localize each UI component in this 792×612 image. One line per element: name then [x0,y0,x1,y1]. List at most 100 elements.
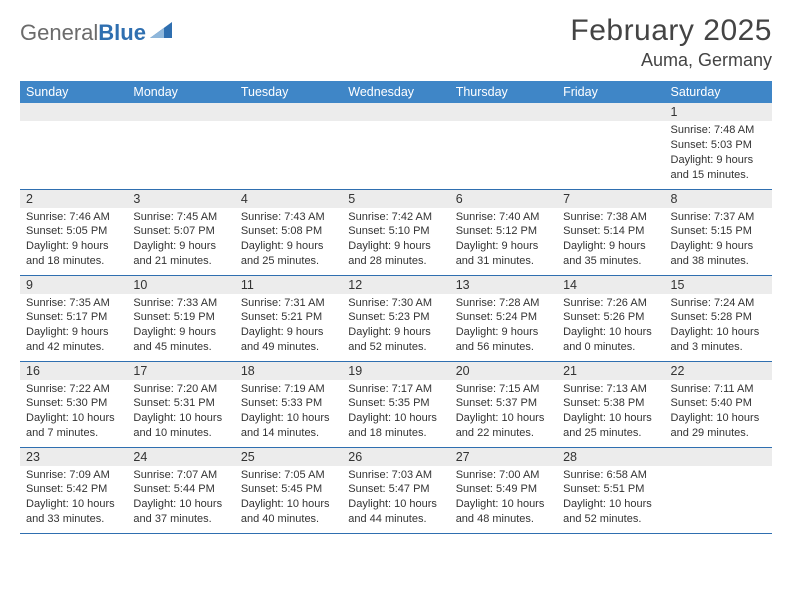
calendar-cell: 18Sunrise: 7:19 AMSunset: 5:33 PMDayligh… [235,361,342,447]
calendar-cell: 8Sunrise: 7:37 AMSunset: 5:15 PMDaylight… [665,189,772,275]
daylight-line: Daylight: 9 hours and 52 minutes. [348,325,443,355]
sunset-line: Sunset: 5:47 PM [348,482,443,497]
day-details: Sunrise: 7:26 AMSunset: 5:26 PMDaylight:… [557,294,664,359]
day-details: Sunrise: 7:07 AMSunset: 5:44 PMDaylight:… [127,466,234,531]
day-details: Sunrise: 7:00 AMSunset: 5:49 PMDaylight:… [450,466,557,531]
calendar-cell: 14Sunrise: 7:26 AMSunset: 5:26 PMDayligh… [557,275,664,361]
daylight-line: Daylight: 10 hours and 3 minutes. [671,325,766,355]
sunset-line: Sunset: 5:40 PM [671,396,766,411]
day-details: Sunrise: 7:28 AMSunset: 5:24 PMDaylight:… [450,294,557,359]
day-header: Sunday [20,81,127,103]
day-header: Friday [557,81,664,103]
day-number: 24 [127,448,234,466]
day-details: Sunrise: 7:13 AMSunset: 5:38 PMDaylight:… [557,380,664,445]
day-details: Sunrise: 7:09 AMSunset: 5:42 PMDaylight:… [20,466,127,531]
daylight-line: Daylight: 10 hours and 10 minutes. [133,411,228,441]
day-details [557,121,664,181]
sunrise-line: Sunrise: 7:28 AM [456,296,551,311]
sunset-line: Sunset: 5:44 PM [133,482,228,497]
sunrise-line: Sunrise: 7:45 AM [133,210,228,225]
sunrise-line: Sunrise: 6:58 AM [563,468,658,483]
calendar-cell: 15Sunrise: 7:24 AMSunset: 5:28 PMDayligh… [665,275,772,361]
day-number: 12 [342,276,449,294]
day-number: 20 [450,362,557,380]
sunset-line: Sunset: 5:28 PM [671,310,766,325]
day-details [450,121,557,181]
day-details: Sunrise: 7:03 AMSunset: 5:47 PMDaylight:… [342,466,449,531]
sunrise-line: Sunrise: 7:26 AM [563,296,658,311]
day-details: Sunrise: 7:22 AMSunset: 5:30 PMDaylight:… [20,380,127,445]
day-number: 25 [235,448,342,466]
sunrise-line: Sunrise: 7:24 AM [671,296,766,311]
day-number: 9 [20,276,127,294]
calendar-cell: 20Sunrise: 7:15 AMSunset: 5:37 PMDayligh… [450,361,557,447]
calendar-cell: 10Sunrise: 7:33 AMSunset: 5:19 PMDayligh… [127,275,234,361]
day-details: Sunrise: 7:15 AMSunset: 5:37 PMDaylight:… [450,380,557,445]
day-details: Sunrise: 7:37 AMSunset: 5:15 PMDaylight:… [665,208,772,273]
location: Auma, Germany [570,50,772,71]
day-details: Sunrise: 7:46 AMSunset: 5:05 PMDaylight:… [20,208,127,273]
calendar-cell: 1Sunrise: 7:48 AMSunset: 5:03 PMDaylight… [665,103,772,189]
day-number: 15 [665,276,772,294]
sunset-line: Sunset: 5:24 PM [456,310,551,325]
sunset-line: Sunset: 5:17 PM [26,310,121,325]
day-number: 18 [235,362,342,380]
day-number: 16 [20,362,127,380]
day-details: Sunrise: 7:24 AMSunset: 5:28 PMDaylight:… [665,294,772,359]
day-header: Wednesday [342,81,449,103]
day-details: Sunrise: 7:45 AMSunset: 5:07 PMDaylight:… [127,208,234,273]
day-number: 13 [450,276,557,294]
sunset-line: Sunset: 5:12 PM [456,224,551,239]
day-number [665,448,772,466]
day-header: Tuesday [235,81,342,103]
sunrise-line: Sunrise: 7:00 AM [456,468,551,483]
sunrise-line: Sunrise: 7:17 AM [348,382,443,397]
day-details: Sunrise: 7:40 AMSunset: 5:12 PMDaylight:… [450,208,557,273]
calendar-cell [342,103,449,189]
day-number: 10 [127,276,234,294]
daylight-line: Daylight: 10 hours and 33 minutes. [26,497,121,527]
day-number [450,103,557,121]
sunrise-line: Sunrise: 7:33 AM [133,296,228,311]
daylight-line: Daylight: 10 hours and 37 minutes. [133,497,228,527]
sunrise-line: Sunrise: 7:35 AM [26,296,121,311]
sunrise-line: Sunrise: 7:07 AM [133,468,228,483]
day-number: 7 [557,190,664,208]
day-number: 17 [127,362,234,380]
daylight-line: Daylight: 9 hours and 25 minutes. [241,239,336,269]
day-details [665,466,772,526]
logo-triangle-icon [150,22,172,45]
calendar-week-row: 16Sunrise: 7:22 AMSunset: 5:30 PMDayligh… [20,361,772,447]
calendar-week-row: 1Sunrise: 7:48 AMSunset: 5:03 PMDaylight… [20,103,772,189]
sunset-line: Sunset: 5:42 PM [26,482,121,497]
day-number: 26 [342,448,449,466]
sunset-line: Sunset: 5:45 PM [241,482,336,497]
sunset-line: Sunset: 5:08 PM [241,224,336,239]
calendar-cell: 4Sunrise: 7:43 AMSunset: 5:08 PMDaylight… [235,189,342,275]
sunset-line: Sunset: 5:26 PM [563,310,658,325]
day-details [342,121,449,181]
daylight-line: Daylight: 9 hours and 42 minutes. [26,325,121,355]
daylight-line: Daylight: 9 hours and 28 minutes. [348,239,443,269]
sunset-line: Sunset: 5:14 PM [563,224,658,239]
sunset-line: Sunset: 5:03 PM [671,138,766,153]
calendar-cell: 13Sunrise: 7:28 AMSunset: 5:24 PMDayligh… [450,275,557,361]
daylight-line: Daylight: 10 hours and 22 minutes. [456,411,551,441]
calendar-cell: 16Sunrise: 7:22 AMSunset: 5:30 PMDayligh… [20,361,127,447]
calendar-cell: 6Sunrise: 7:40 AMSunset: 5:12 PMDaylight… [450,189,557,275]
day-number [342,103,449,121]
day-number: 28 [557,448,664,466]
calendar-cell: 17Sunrise: 7:20 AMSunset: 5:31 PMDayligh… [127,361,234,447]
calendar-cell: 5Sunrise: 7:42 AMSunset: 5:10 PMDaylight… [342,189,449,275]
day-number [127,103,234,121]
day-number: 21 [557,362,664,380]
calendar-cell: 12Sunrise: 7:30 AMSunset: 5:23 PMDayligh… [342,275,449,361]
day-number [235,103,342,121]
day-header: Thursday [450,81,557,103]
day-number: 2 [20,190,127,208]
sunrise-line: Sunrise: 7:19 AM [241,382,336,397]
daylight-line: Daylight: 10 hours and 40 minutes. [241,497,336,527]
sunrise-line: Sunrise: 7:11 AM [671,382,766,397]
sunrise-line: Sunrise: 7:31 AM [241,296,336,311]
daylight-line: Daylight: 9 hours and 15 minutes. [671,153,766,183]
